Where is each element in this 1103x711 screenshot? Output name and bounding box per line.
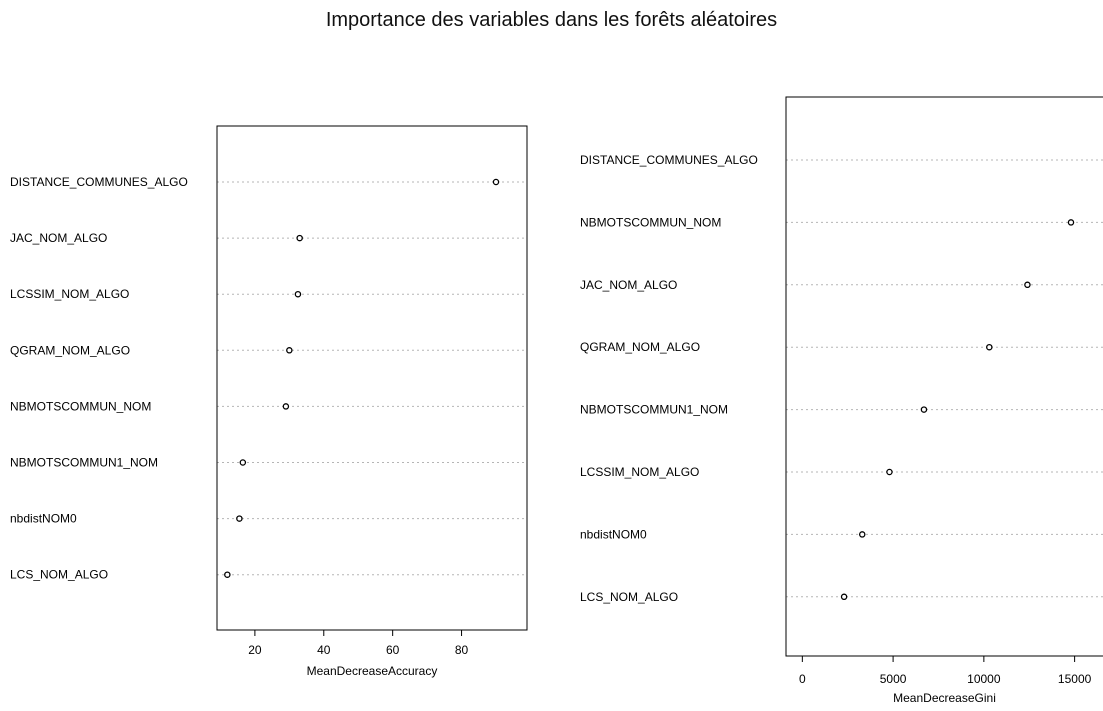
x-tick-label: 60 [386,643,400,657]
category-label: nbdistNOM0 [580,527,647,541]
category-label: JAC_NOM_ALGO [10,231,107,245]
data-point [840,593,848,601]
category-label: LCSSIM_NOM_ALGO [10,287,129,301]
category-label: DISTANCE_COMMUNES_ALGO [580,153,758,167]
panel-gini: DISTANCE_COMMUNES_ALGO NBMOTSCOMMUN_NOM JA… [580,96,1103,705]
category-label: LCS_NOM_ALGO [10,568,108,582]
x-axis-label: MeanDecreaseAccuracy [307,664,438,678]
category-label: QGRAM_NOM_ALGO [580,340,700,354]
x-axis-label: MeanDecreaseGini [893,691,996,705]
plot-frame [785,96,1103,657]
x-tick-label: 0 [799,672,806,686]
data-point [1024,281,1031,289]
category-label: nbdistNOM0 [10,512,77,526]
data-point [920,406,928,413]
data-point [286,347,293,354]
category-label: NBMOTSCOMMUN1_NOM [580,403,728,417]
data-point [224,571,231,578]
data-point [858,531,866,538]
category-label: NBMOTSCOMMUN1_NOM [10,456,158,470]
category-label: JAC_NOM_ALGO [580,278,677,292]
plot-frame [216,125,528,631]
x-tick-label: 10000 [967,672,1001,686]
data-point [886,468,893,476]
x-tick-label: 5000 [880,672,907,686]
x-tick-label: 15000 [1058,672,1092,686]
category-label: LCSSIM_NOM_ALGO [580,465,699,479]
data-point [1067,219,1075,226]
x-tick-label: 80 [455,643,469,657]
data-point [492,178,500,186]
main-title: Importance des variables dans les forêts… [325,9,778,31]
category-label: QGRAM_NOM_ALGO [10,343,130,357]
x-tick-label: 20 [248,643,262,657]
data-point [236,515,243,522]
category-label: NBMOTSCOMMUN_NOM [580,215,721,229]
data-point [282,403,290,410]
data-point [296,234,303,242]
category-label: NBMOTSCOMMUN_NOM [10,399,151,413]
data-point [239,459,247,466]
panel-accuracy: DISTANCE_COMMUNES_ALGO JAC_NOM_ALGO LCSSIM… [10,125,528,678]
category-label: DISTANCE_COMMUNES_ALGO [10,175,188,189]
data-point [986,343,993,351]
data-point [294,290,302,298]
x-tick-label: 40 [317,643,331,657]
category-label: LCS_NOM_ALGO [580,590,678,604]
